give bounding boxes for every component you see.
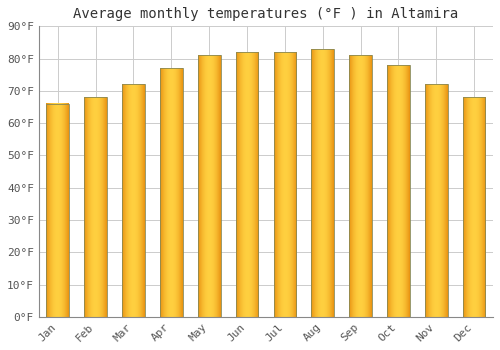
- Bar: [387, 65, 410, 317]
- Title: Average monthly temperatures (°F ) in Altamira: Average monthly temperatures (°F ) in Al…: [74, 7, 458, 21]
- Bar: [312, 49, 334, 317]
- Bar: [425, 84, 448, 317]
- Bar: [236, 52, 258, 317]
- Bar: [122, 84, 145, 317]
- Bar: [160, 68, 182, 317]
- Bar: [198, 55, 220, 317]
- Bar: [46, 104, 69, 317]
- Bar: [349, 55, 372, 317]
- Bar: [274, 52, 296, 317]
- Bar: [463, 97, 485, 317]
- Bar: [84, 97, 107, 317]
